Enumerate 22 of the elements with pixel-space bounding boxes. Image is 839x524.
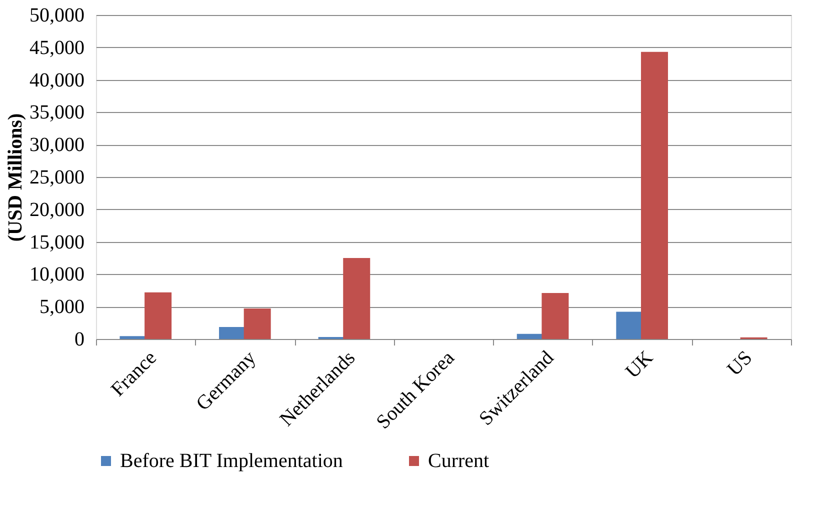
legend-label: Before BIT Implementation	[120, 450, 343, 472]
y-tick-label: 15,000	[30, 231, 84, 254]
y-tick-label: 50,000	[30, 4, 84, 26]
y-tick-label: 0	[74, 328, 84, 350]
bar	[244, 308, 271, 339]
bar	[542, 292, 569, 339]
x-tick-label: UK	[621, 346, 658, 383]
bar	[640, 52, 668, 339]
y-tick-label: 45,000	[30, 36, 84, 59]
y-tick-label: 25,000	[30, 166, 84, 188]
y-tick-label: 20,000	[30, 198, 84, 221]
bar	[120, 336, 147, 339]
legend-label: Current	[428, 450, 490, 472]
bar	[343, 258, 370, 339]
bar	[144, 292, 172, 339]
y-tick-label: 40,000	[30, 69, 84, 92]
y-tick-label: 5,000	[40, 296, 84, 318]
y-tick-label: 10,000	[30, 264, 84, 286]
y-axis-title: (USD Millions)	[4, 113, 26, 242]
y-tick-label: 30,000	[30, 134, 84, 156]
x-tick-label: US	[723, 346, 757, 380]
y-tick-label: 35,000	[30, 102, 84, 124]
